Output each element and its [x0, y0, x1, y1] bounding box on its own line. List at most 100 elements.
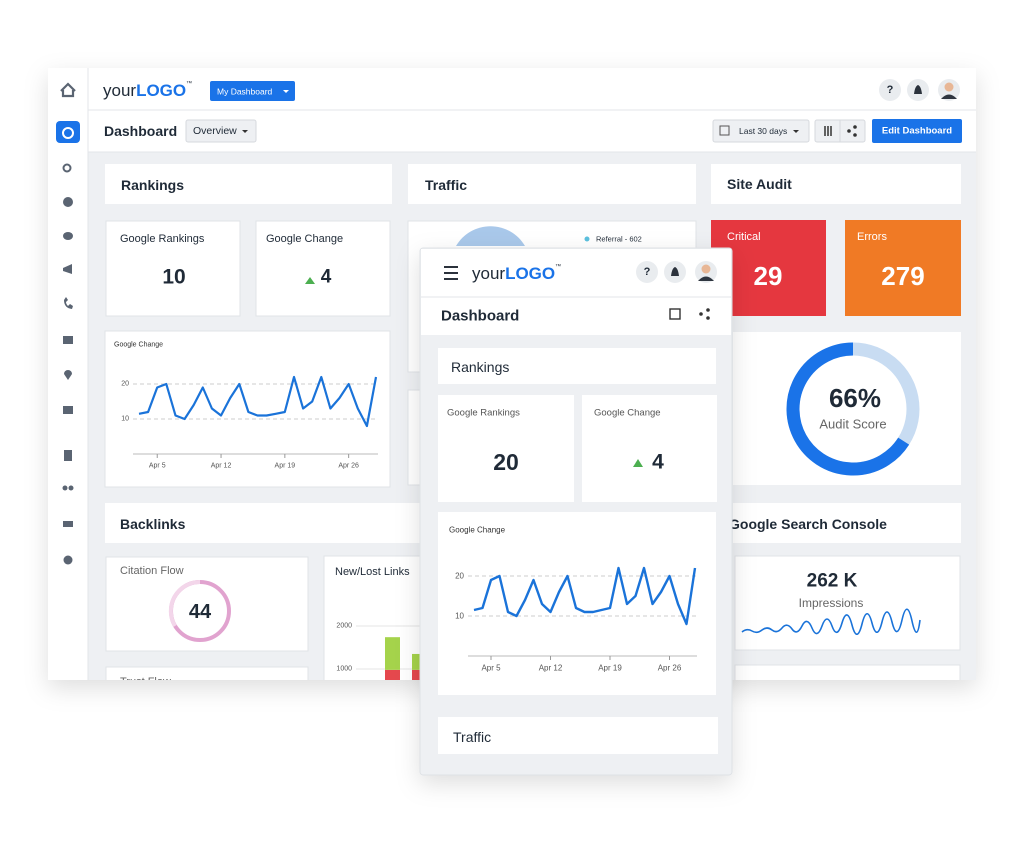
section-header — [733, 503, 961, 543]
kpi-label: Critical — [727, 231, 761, 243]
caret — [283, 90, 289, 93]
help-button[interactable] — [636, 261, 658, 283]
x-tick-label: Apr 19 — [275, 463, 296, 470]
dashboard-menu[interactable] — [210, 81, 295, 101]
kpi-label: Errors — [857, 231, 887, 243]
share-icon — [847, 129, 851, 133]
impressions-sparkline — [741, 608, 921, 636]
x-tick-label: Apr 26 — [338, 463, 359, 470]
share-icon — [853, 125, 857, 129]
mail-icon[interactable] — [63, 336, 73, 344]
section-title: Rankings — [121, 177, 184, 193]
x-tick-label: Apr 12 — [539, 664, 563, 673]
pie-icon[interactable] — [63, 197, 73, 207]
megaphone-icon[interactable] — [63, 264, 72, 274]
help-label: ? — [887, 84, 894, 96]
caret — [793, 130, 799, 133]
legend-swatch — [584, 236, 590, 242]
line-chart: Google Change 10 20 Apr 5 Apr 12 Apr 19 Apr 26 — [449, 526, 697, 673]
y-tick-label: 10 — [455, 612, 464, 621]
section-title: Site Audit — [727, 176, 792, 192]
edit-button-label: Edit Dashboard — [882, 126, 952, 137]
logo-main: LOGO — [136, 81, 186, 100]
logo-main: LOGO — [505, 264, 555, 283]
section-title: Backlinks — [120, 516, 186, 532]
avatar-face — [944, 82, 954, 92]
kpi-card — [255, 220, 391, 317]
avatar-body — [941, 94, 957, 99]
bell — [914, 85, 922, 94]
plug-icon[interactable] — [63, 521, 73, 527]
x-tick-label: Apr 26 — [658, 664, 682, 673]
chart-title: New/Lost Links — [335, 566, 410, 578]
users-icon — [68, 485, 74, 491]
date-range[interactable] — [712, 119, 810, 143]
line-chart: Google Change 10 20 Apr 5 Apr 12 Apr 19 Apr 26 — [114, 342, 378, 470]
audit-card — [733, 332, 961, 485]
section-header — [438, 717, 718, 754]
share-icon[interactable] — [699, 312, 703, 316]
section-header — [105, 503, 425, 543]
impressions-card — [734, 555, 961, 651]
page-title: Dashboard — [104, 123, 177, 139]
logo-tm: ™ — [186, 80, 192, 87]
line-series — [473, 566, 697, 626]
avatar-body — [698, 276, 714, 281]
logo: yourLOGO™ — [472, 263, 561, 283]
kpi-label: Google Change — [594, 408, 661, 419]
home-icon[interactable] — [60, 82, 76, 98]
traffic-pie — [456, 226, 525, 246]
chart-title: Google Change — [449, 526, 506, 535]
date-range-label: Last 30 days — [739, 126, 787, 136]
gauge — [62, 127, 74, 139]
x-tick-label: Apr 12 — [211, 463, 232, 470]
up-arrow — [633, 459, 643, 467]
y-tick-label: 1000 — [336, 666, 352, 673]
edit-button[interactable] — [872, 119, 962, 143]
kpi-value: 279 — [881, 261, 924, 291]
users-icon[interactable] — [62, 485, 68, 491]
kpi-value: 4 — [321, 267, 332, 288]
dashboard-icon[interactable] — [56, 121, 80, 143]
y-tick-label: 20 — [121, 381, 129, 388]
view-select[interactable] — [185, 119, 257, 143]
section-header — [711, 164, 961, 204]
chat-icon[interactable] — [63, 232, 73, 240]
help-button[interactable] — [879, 79, 901, 101]
y-tick-label: 10 — [121, 416, 129, 423]
kpi-value: 44 — [189, 601, 212, 623]
bag-icon[interactable] — [63, 406, 73, 414]
kpi-label: Google Rankings — [447, 408, 520, 419]
kpi-value: 10 — [162, 266, 185, 289]
section-title: Google Search Console — [729, 516, 887, 532]
audit-arc — [786, 342, 910, 476]
legend-label: Referral - 602 — [596, 235, 642, 244]
kpi-card — [438, 395, 574, 502]
share-icon — [706, 316, 710, 320]
x-tick-label: Apr 5 — [149, 463, 166, 470]
x-tick-label: Apr 19 — [598, 664, 622, 673]
search-icon[interactable] — [62, 163, 72, 173]
card — [734, 664, 961, 680]
filter-icon — [824, 126, 832, 136]
section-header — [105, 164, 392, 204]
kpi-value: 4 — [652, 451, 664, 474]
kpi-value: 29 — [754, 261, 783, 291]
settings-icon[interactable] — [63, 555, 73, 565]
audit-score: 66% — [829, 383, 881, 413]
trust-card — [105, 666, 309, 680]
calendar-icon — [719, 125, 730, 136]
menu-icon[interactable] — [444, 266, 458, 280]
file-icon[interactable] — [64, 450, 72, 461]
share-icon — [853, 133, 857, 137]
avatar-face — [701, 264, 711, 274]
line-series — [138, 375, 378, 428]
phone-icon[interactable] — [64, 297, 73, 309]
logo-prefix: your — [103, 81, 136, 100]
kpi-value: 262 K — [807, 571, 858, 592]
calendar-icon[interactable] — [669, 308, 681, 320]
logo: yourLOGO™ — [103, 80, 192, 100]
location-icon[interactable] — [64, 370, 72, 380]
